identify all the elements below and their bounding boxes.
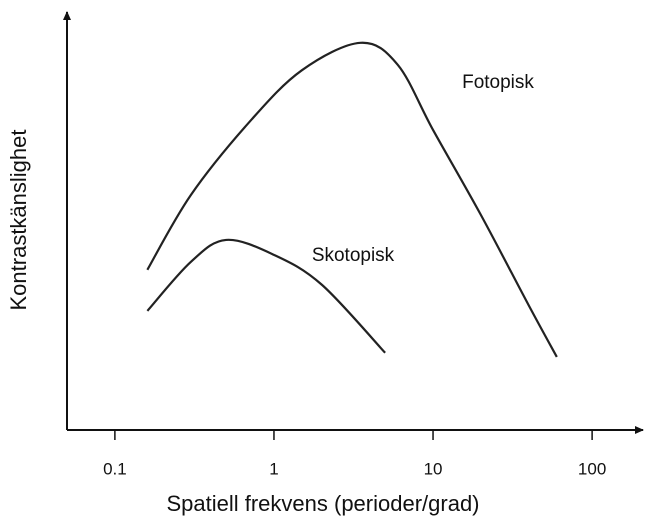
series-label: Fotopisk <box>462 72 534 93</box>
series-label: Skotopisk <box>312 245 395 266</box>
x-tick-label: 1 <box>269 459 278 478</box>
x-tick-label: 0.1 <box>103 459 127 478</box>
line <box>146 41 558 358</box>
x-tick-label: 100 <box>578 459 606 478</box>
y-axis-title: Kontrastkänslighet <box>6 130 31 311</box>
line <box>146 238 386 354</box>
x-axis-title: Spatiell frekvens (perioder/grad) <box>166 491 479 516</box>
x-tick-label: 10 <box>424 459 443 478</box>
